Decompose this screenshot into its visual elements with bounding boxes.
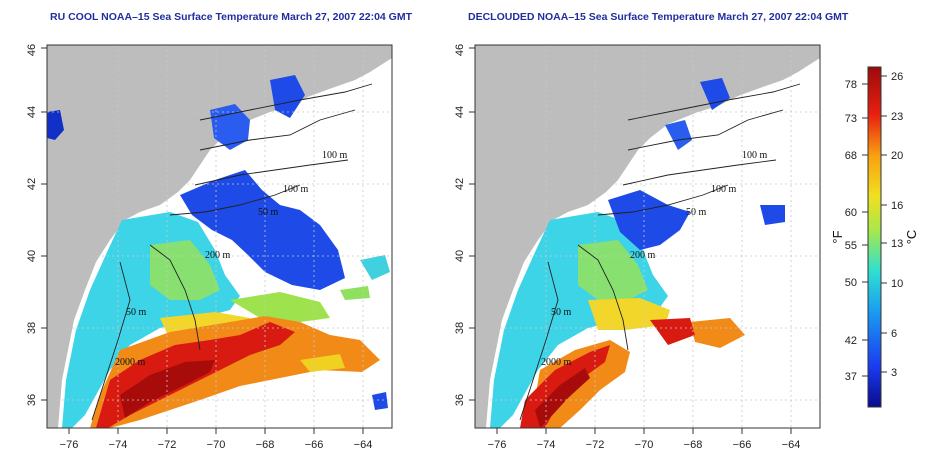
sst-blue-gulf xyxy=(270,75,305,118)
left-grid xyxy=(47,45,392,428)
x-tick-label: −76 xyxy=(488,439,507,451)
right-contours xyxy=(519,83,801,421)
x-tick-label: −70 xyxy=(635,439,654,451)
x-tick-label: −74 xyxy=(109,439,128,451)
colorbar-f-tick: 73 xyxy=(845,113,857,125)
sst-yellow-scatter xyxy=(300,354,345,372)
land-mass xyxy=(475,45,820,428)
sst-blue-east xyxy=(760,205,785,225)
colorbar-f-tick: 60 xyxy=(845,207,857,219)
celsius-unit-label: °C xyxy=(904,230,919,245)
right-contour-labels: 100 m 100 m 50 m 200 m 50 m 2000 m xyxy=(541,150,768,368)
x-tick-label: −72 xyxy=(586,439,605,451)
sst-green-band xyxy=(150,240,220,300)
x-tick-label: −64 xyxy=(782,439,801,451)
sst-blue-north xyxy=(210,104,250,150)
y-tick-label: 40 xyxy=(454,250,466,262)
colorbar-c-tick: 23 xyxy=(891,111,903,123)
colorbar-gradient xyxy=(867,66,882,408)
x-tick-label: −70 xyxy=(207,439,226,451)
sst-yellow-band xyxy=(588,298,670,330)
y-tick-label: 44 xyxy=(454,106,466,118)
sst-blue-cloud-fringe xyxy=(180,170,345,290)
contour-label: 100 m xyxy=(322,150,348,161)
sst-blue-scatter-se xyxy=(372,392,388,410)
y-tick-label: 40 xyxy=(26,250,38,262)
left-x-axis: −76 −74 −72 −70 −68 −66 −64 xyxy=(60,428,373,451)
left-contours xyxy=(91,83,373,421)
left-contour-labels: 100 m 100 m 50 m 200 m 50 m 2000 m xyxy=(115,150,348,368)
sst-orange-east xyxy=(690,318,745,348)
y-tick-label: 38 xyxy=(26,322,38,334)
colorbar-f-tick: 68 xyxy=(845,150,857,162)
y-tick-label: 42 xyxy=(26,178,38,190)
sst-blue-corner xyxy=(47,110,64,140)
y-tick-label: 46 xyxy=(26,44,38,56)
contour-label: 200 m xyxy=(205,250,231,261)
right-map-title: DECLOUDED NOAA–15 Sea Surface Temperatur… xyxy=(468,11,849,23)
y-tick-label: 38 xyxy=(454,322,466,334)
sst-blue-cloud-fringe xyxy=(608,190,690,250)
contour-label: 50 m xyxy=(686,207,707,218)
fahrenheit-unit-label: °F xyxy=(830,230,845,243)
colorbar-c-tick: 16 xyxy=(891,200,903,212)
colorbar-c-tick: 6 xyxy=(891,328,897,340)
colorbar-f-tick: 50 xyxy=(845,277,857,289)
x-tick-label: −66 xyxy=(305,439,324,451)
left-map-title: RU COOL NOAA–15 Sea Surface Temperature … xyxy=(50,11,413,23)
sst-blue-north xyxy=(665,120,692,150)
contour-label: 50 m xyxy=(126,307,147,318)
right-grid xyxy=(475,45,820,428)
left-map-frame xyxy=(46,44,393,429)
right-y-axis: 36 38 40 42 44 46 xyxy=(454,44,475,406)
sst-blue-gulf xyxy=(700,78,730,110)
sst-darkred-core xyxy=(535,368,590,428)
right-x-axis: −76 −74 −72 −70 −68 −66 −64 xyxy=(488,428,801,451)
contour-label: 100 m xyxy=(742,150,768,161)
x-tick-label: −74 xyxy=(537,439,556,451)
x-tick-label: −64 xyxy=(354,439,373,451)
y-tick-label: 44 xyxy=(26,106,38,118)
contour-label: 2000 m xyxy=(541,357,572,368)
colorbar-f-tick: 78 xyxy=(845,79,857,91)
colorbar-f-tick: 37 xyxy=(845,371,857,383)
contour-label: 2000 m xyxy=(115,357,146,368)
left-y-axis: 36 38 40 42 44 46 xyxy=(26,44,47,406)
colorbar-f-tick: 42 xyxy=(845,335,857,347)
colorbar-c-tick: 13 xyxy=(891,238,903,250)
y-tick-label: 46 xyxy=(454,44,466,56)
contour-label: 100 m xyxy=(283,184,309,195)
x-tick-label: −72 xyxy=(158,439,177,451)
left-map-panel xyxy=(47,45,392,428)
sst-green-east xyxy=(230,292,330,322)
contour-label: 50 m xyxy=(551,307,572,318)
sst-green-scatter xyxy=(340,286,370,300)
contour-label: 100 m xyxy=(711,184,737,195)
x-tick-label: −66 xyxy=(733,439,752,451)
temperature-colorbar: 78 73 68 60 55 50 42 37 26 23 20 16 13 1… xyxy=(830,66,919,408)
sst-cyan-scatter xyxy=(360,255,390,280)
y-tick-label: 42 xyxy=(454,178,466,190)
sst-green-band xyxy=(578,240,648,300)
colorbar-c-tick: 26 xyxy=(891,71,903,83)
x-tick-label: −68 xyxy=(256,439,275,451)
colorbar-c-tick: 3 xyxy=(891,367,897,379)
x-tick-label: −76 xyxy=(60,439,79,451)
right-map-panel xyxy=(475,45,820,428)
sst-red-east xyxy=(650,318,695,345)
y-tick-label: 36 xyxy=(26,394,38,406)
colorbar-c-tick: 10 xyxy=(891,278,903,290)
right-map-frame xyxy=(474,44,821,429)
colorbar-f-tick: 55 xyxy=(845,240,857,252)
contour-label: 200 m xyxy=(630,250,656,261)
colorbar-c-tick: 20 xyxy=(891,150,903,162)
x-tick-label: −68 xyxy=(684,439,703,451)
land-mass xyxy=(47,45,392,428)
contour-label: 50 m xyxy=(258,207,279,218)
sst-darkred-core xyxy=(120,360,215,418)
y-tick-label: 36 xyxy=(454,394,466,406)
